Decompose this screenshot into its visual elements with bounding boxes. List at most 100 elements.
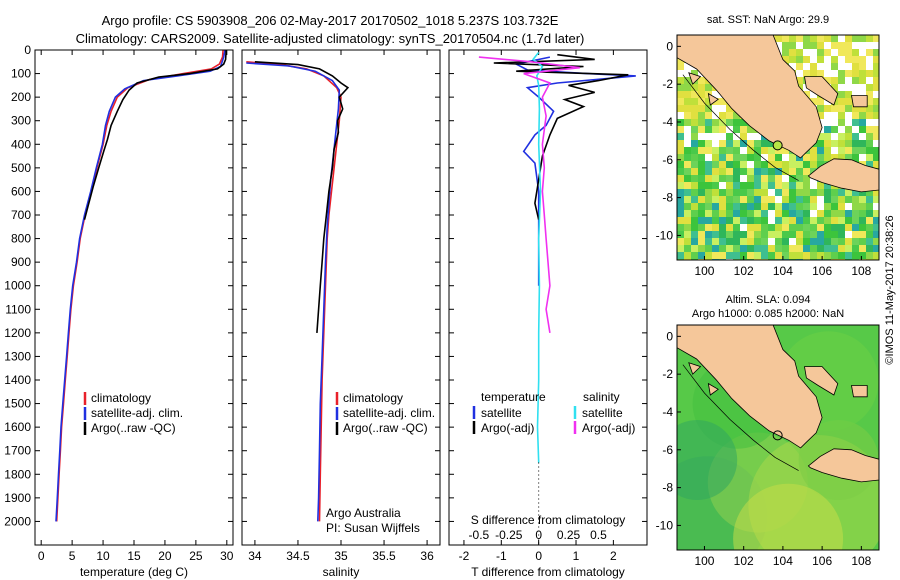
sst-cell: [698, 77, 705, 84]
legend-label: Argo(..raw -QC): [91, 421, 176, 435]
sst-cell: [712, 252, 719, 259]
sst-cell: [845, 147, 852, 154]
sst-cell: [740, 203, 747, 210]
sst-cell: [726, 245, 733, 252]
sst-cell: [754, 224, 761, 231]
map-frame: [676, 324, 880, 551]
sst-cell: [810, 245, 817, 252]
sst-cell: [684, 112, 691, 119]
sst-cell: [747, 231, 754, 238]
sst-cell: [733, 168, 740, 175]
sst-cell: [803, 35, 810, 42]
sst-cell: [852, 49, 859, 56]
legend-label: satellite: [481, 406, 522, 420]
sst-cell: [817, 49, 824, 56]
sst-cell: [761, 161, 768, 168]
sst-cell: [824, 196, 831, 203]
sst-cell: [817, 217, 824, 224]
sst-cell: [782, 238, 789, 245]
sst-cell: [698, 182, 705, 189]
sst-cell: [796, 231, 803, 238]
sst-cell: [740, 196, 747, 203]
sst-cell: [838, 196, 845, 203]
sst-cell: [754, 147, 761, 154]
sst-cell: [712, 224, 719, 231]
sst-cell: [810, 189, 817, 196]
sst-cell: [873, 238, 879, 245]
sst-cell: [845, 126, 852, 133]
sst-cell: [796, 245, 803, 252]
x-tick-label: 10: [96, 549, 110, 563]
sst-cell: [691, 210, 698, 217]
sst-cell: [782, 182, 789, 189]
sst-cell: [726, 175, 733, 182]
x-tick-label: 15: [127, 549, 141, 563]
map-y-tick-label: -10: [656, 228, 674, 242]
sst-cell: [705, 168, 712, 175]
sst-cell: [691, 147, 698, 154]
sst-cell: [796, 175, 803, 182]
sst-cell: [866, 133, 873, 140]
series-line: [493, 53, 629, 220]
y-tick-label: 1200: [4, 326, 31, 340]
x-tick-label: -1: [496, 549, 507, 563]
sst-cell: [684, 217, 691, 224]
sst-cell: [838, 245, 845, 252]
sst-cell: [733, 161, 740, 168]
sst-cell: [845, 210, 852, 217]
sst-cell: [838, 252, 845, 259]
sst-cell: [817, 105, 824, 112]
sst-cell: [782, 217, 789, 224]
sst-cell: [796, 168, 803, 175]
sst-cell: [733, 140, 740, 147]
series-line: [513, 56, 636, 286]
sst-cell: [705, 203, 712, 210]
sst-cell: [775, 224, 782, 231]
salinity-legend: climatology satellite-adj. clim. Argo(..…: [335, 391, 435, 435]
sst-cell: [733, 252, 740, 259]
x-tick-label: 5: [69, 549, 76, 563]
sst-cell: [845, 105, 852, 112]
y-tick-label: 900: [11, 255, 31, 269]
sst-cell: [873, 98, 879, 105]
map-y-tick-label: -4: [662, 115, 673, 129]
sst-cell: [803, 203, 810, 210]
sst-cell: [831, 154, 838, 161]
sst-cell: [677, 63, 684, 70]
sst-cell: [719, 189, 726, 196]
sst-cell: [775, 252, 782, 259]
sst-cell: [747, 147, 754, 154]
sst-cell: [733, 147, 740, 154]
sst-cell: [803, 161, 810, 168]
sst-cell: [761, 210, 768, 217]
sst-cell: [677, 154, 684, 161]
sst-cell: [698, 161, 705, 168]
argo-position-marker: [772, 430, 783, 441]
sst-cell: [873, 196, 879, 203]
sst-cell: [705, 140, 712, 147]
sst-cell: [810, 63, 817, 70]
sst-cell: [866, 112, 873, 119]
land-island: [707, 382, 719, 396]
sst-cell: [859, 126, 866, 133]
sst-cell: [782, 56, 789, 63]
map-y-tick-label: -2: [662, 77, 673, 91]
sst-cell: [684, 98, 691, 105]
sst-cell: [782, 189, 789, 196]
sst-cell: [719, 119, 726, 126]
sst-cell: [719, 252, 726, 259]
sst-cell: [796, 182, 803, 189]
sst-cell: [866, 252, 873, 259]
sst-cell: [866, 105, 873, 112]
sst-cell: [775, 35, 782, 42]
sst-cell: [698, 231, 705, 238]
sst-cell: [761, 231, 768, 238]
sst-cell: [684, 105, 691, 112]
sst-cell: [754, 182, 761, 189]
sst-cell: [733, 231, 740, 238]
sst-cell: [691, 161, 698, 168]
sst-cell: [684, 238, 691, 245]
sst-cell: [740, 161, 747, 168]
y-tick-label: 300: [11, 114, 31, 128]
difference-legend: temperature salinity satellite Argo(-adj…: [472, 390, 635, 435]
